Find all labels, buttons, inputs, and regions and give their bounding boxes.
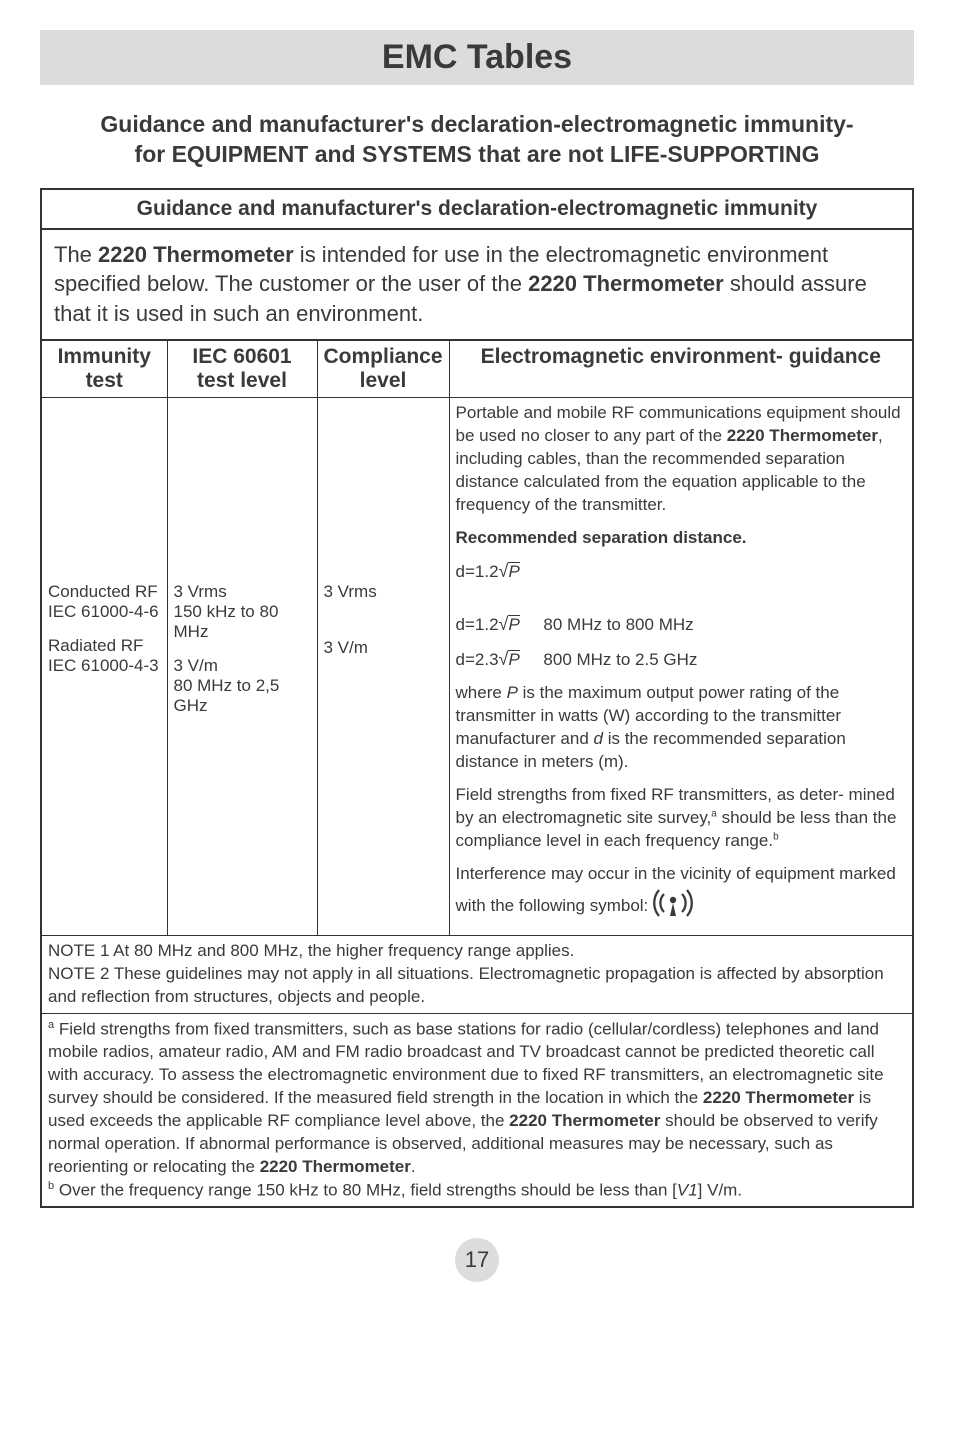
conducted-rf-label: Conducted RF bbox=[48, 582, 158, 601]
fn-b-i: V1 bbox=[677, 1180, 698, 1199]
section-subheading: Guidance and manufacturer's declaration-… bbox=[40, 110, 914, 170]
guidance-p2: Recommended separation distance. bbox=[456, 527, 906, 550]
f2-left: d=1.2 bbox=[456, 615, 499, 634]
notes-cell: NOTE 1 At 80 MHz and 800 MHz, the higher… bbox=[42, 935, 912, 1013]
g-p4-sup-b: b bbox=[773, 831, 779, 842]
fn-b-t2: ] V/m. bbox=[698, 1180, 742, 1199]
g-p3a: where bbox=[456, 683, 507, 702]
subhead-line-1: Guidance and manufacturer's declaration-… bbox=[100, 111, 853, 137]
page-title: EMC Tables bbox=[40, 38, 914, 77]
footnote-a: a Field strengths from fixed transmitter… bbox=[48, 1018, 906, 1179]
col-iec: IEC 60601 test level bbox=[167, 341, 317, 398]
cell-iec: 3 Vrms 150 kHz to 80 MHz 3 V/m 80 MHz to… bbox=[167, 397, 317, 935]
sqrt-icon: √ bbox=[499, 649, 509, 669]
notes-row: NOTE 1 At 80 MHz and 800 MHz, the higher… bbox=[42, 935, 912, 1013]
intro-pre: The bbox=[54, 242, 98, 267]
rf-interference-icon bbox=[653, 886, 693, 927]
formula-1: d=1.2√P bbox=[456, 559, 906, 584]
iec-150khz: 150 kHz to 80 MHz bbox=[174, 602, 279, 641]
fn-b-t1: Over the frequency range 150 kHz to 80 M… bbox=[54, 1180, 677, 1199]
note-2-text: NOTE 2 These guidelines may not apply in… bbox=[48, 964, 884, 1006]
col-compliance: Compliance level bbox=[317, 341, 449, 398]
cell-guidance: Portable and mobile RF communications eq… bbox=[449, 397, 912, 935]
note-2: NOTE 2 These guidelines may not apply in… bbox=[48, 963, 906, 1009]
footnotes-row: a Field strengths from fixed transmitter… bbox=[42, 1013, 912, 1206]
f2-right: 80 MHz to 800 MHz bbox=[543, 615, 693, 634]
f3-rad: P bbox=[508, 650, 519, 668]
conducted-rf-std: IEC 61000-4-6 bbox=[48, 602, 159, 621]
comp-3vrms: 3 Vrms bbox=[324, 582, 377, 601]
note-1: NOTE 1 At 80 MHz and 800 MHz, the higher… bbox=[48, 940, 906, 963]
sqrt-icon: √ bbox=[499, 561, 509, 581]
iec-80mhz: 80 MHz to 2,5 GHz bbox=[174, 676, 280, 715]
g-p3d: d bbox=[594, 729, 603, 748]
fn-a-b1: 2220 Thermometer bbox=[703, 1088, 854, 1107]
radiated-rf-std: IEC 61000-4-3 bbox=[48, 656, 159, 675]
guidance-p4: Field strengths from fixed RF transmitte… bbox=[456, 784, 906, 853]
box-header: Guidance and manufacturer's declaration-… bbox=[42, 190, 912, 230]
g-p3b: P bbox=[507, 683, 518, 702]
page-title-bar: EMC Tables bbox=[40, 30, 914, 85]
guidance-p1: Portable and mobile RF communications eq… bbox=[456, 402, 906, 517]
f1-left: d=1.2 bbox=[456, 562, 499, 581]
g-p1b: 2220 Thermometer bbox=[727, 426, 878, 445]
fn-a-t4: . bbox=[411, 1157, 416, 1176]
page-number: 17 bbox=[455, 1238, 499, 1282]
cell-immunity: Conducted RF IEC 61000-4-6 Radiated RF I… bbox=[42, 397, 167, 935]
table-row: Conducted RF IEC 61000-4-6 Radiated RF I… bbox=[42, 397, 912, 935]
table-header-row: Immunity test IEC 60601 test level Compl… bbox=[42, 341, 912, 398]
footnote-b: b Over the frequency range 150 kHz to 80… bbox=[48, 1179, 906, 1203]
cell-compliance: 3 Vrms 3 V/m bbox=[317, 397, 449, 935]
iec-3vm: 3 V/m bbox=[174, 656, 218, 675]
f3-left: d=2.3 bbox=[456, 650, 499, 669]
guidance-p5: Interference may occur in the vicinity o… bbox=[456, 863, 906, 927]
page-number-container: 17 bbox=[40, 1238, 914, 1282]
subhead-line-2: for EQUIPMENT and SYSTEMS that are not L… bbox=[135, 141, 820, 167]
intro-paragraph: The 2220 Thermometer is intended for use… bbox=[42, 230, 912, 341]
immunity-table: Immunity test IEC 60601 test level Compl… bbox=[42, 341, 912, 1207]
formula-3: d=2.3√P 800 MHz to 2.5 GHz bbox=[456, 647, 906, 672]
intro-product-1: 2220 Thermometer bbox=[98, 242, 294, 267]
emc-table-box: Guidance and manufacturer's declaration-… bbox=[40, 188, 914, 1209]
f3-right: 800 MHz to 2.5 GHz bbox=[543, 650, 697, 669]
formula-2: d=1.2√P 80 MHz to 800 MHz bbox=[456, 612, 906, 637]
iec-3vrms: 3 Vrms bbox=[174, 582, 227, 601]
f1-rad: P bbox=[508, 562, 519, 580]
f2-rad: P bbox=[508, 615, 519, 633]
fn-a-b3: 2220 Thermometer bbox=[260, 1157, 411, 1176]
footnotes-cell: a Field strengths from fixed transmitter… bbox=[42, 1013, 912, 1206]
sqrt-icon: √ bbox=[499, 614, 509, 634]
radiated-rf-label: Radiated RF bbox=[48, 636, 143, 655]
g-p2: Recommended separation distance. bbox=[456, 528, 747, 547]
col-immunity: Immunity test bbox=[42, 341, 167, 398]
fn-a-b2: 2220 Thermometer bbox=[509, 1111, 660, 1130]
comp-3vm: 3 V/m bbox=[324, 638, 368, 657]
guidance-p3: where P is the maximum output power rati… bbox=[456, 682, 906, 774]
intro-product-2: 2220 Thermometer bbox=[528, 271, 724, 296]
col-guidance: Electromagnetic environment- guidance bbox=[449, 341, 912, 398]
